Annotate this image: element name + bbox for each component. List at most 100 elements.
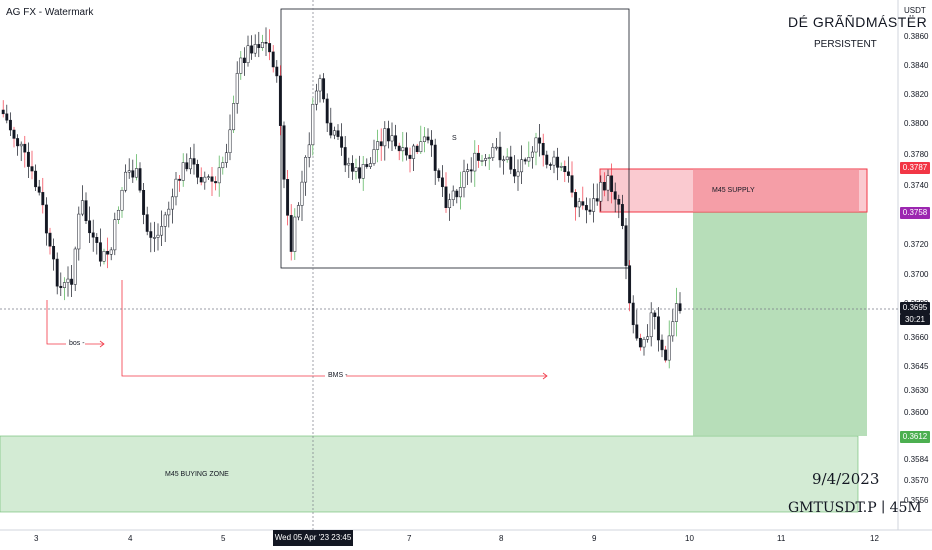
- candle-body: [196, 164, 200, 178]
- candle-body: [304, 157, 308, 183]
- candle-body: [271, 51, 275, 68]
- candle-body: [552, 156, 556, 166]
- candle-body: [145, 214, 149, 232]
- candle-body: [5, 113, 9, 121]
- candle-body: [455, 190, 459, 198]
- price-tick-label: 0.3820: [904, 90, 929, 99]
- candle-body: [160, 226, 164, 236]
- candle-body: [239, 57, 243, 74]
- chart-watermark: AG FX - Watermark: [6, 7, 94, 18]
- price-tick-label: 0.3860: [904, 32, 929, 41]
- candle-body: [16, 138, 20, 147]
- price-tick-label: 0.3584: [904, 455, 929, 464]
- candle-body: [109, 249, 113, 255]
- candle-body: [30, 166, 34, 172]
- candle-body: [563, 166, 567, 173]
- candle-body: [26, 151, 30, 167]
- candle-body: [318, 78, 322, 92]
- candle-body: [120, 189, 124, 211]
- candle-body: [253, 44, 257, 54]
- candle-body: [232, 103, 236, 131]
- candle-body: [55, 258, 59, 287]
- brand-title: DÉ GRÃÑDMÁSTËR: [788, 14, 928, 30]
- candle-body: [437, 170, 441, 179]
- range-box: [280, 8, 630, 269]
- candle-body: [98, 242, 102, 262]
- candle-body: [653, 312, 657, 317]
- candle-body: [149, 231, 153, 238]
- candle-body: [426, 136, 430, 141]
- candle-body: [102, 250, 106, 262]
- price-tick-label: 0.3700: [904, 270, 929, 279]
- candle-body: [642, 338, 646, 348]
- candle-body: [278, 75, 282, 126]
- candle-body: [138, 168, 142, 191]
- candle-body: [498, 146, 502, 161]
- candle-body: [415, 145, 419, 153]
- candle-body: [361, 164, 365, 179]
- candle-body: [113, 219, 117, 251]
- candle-body: [523, 159, 527, 162]
- candle-body: [422, 136, 426, 142]
- candle-body: [206, 176, 210, 179]
- candle-body: [242, 57, 246, 64]
- candle-body: [70, 278, 74, 285]
- candle-body: [401, 147, 405, 152]
- candle-body: [412, 145, 416, 159]
- time-tick-label: 3: [34, 534, 39, 543]
- time-tick-label: 4: [128, 534, 133, 543]
- candle-body: [516, 171, 520, 177]
- candle-body: [491, 147, 495, 158]
- candle-body: [433, 144, 437, 171]
- candle-body: [473, 152, 477, 172]
- candle-body: [386, 128, 390, 142]
- price-axis-unit: USDT: [904, 6, 926, 15]
- candle-body: [52, 245, 56, 260]
- candle-body: [628, 265, 632, 304]
- candle-body: [332, 130, 336, 136]
- candle-body: [527, 157, 531, 162]
- candle-body: [347, 163, 351, 166]
- candle-body: [210, 176, 214, 182]
- time-cursor-label: Wed 05 Apr '23 23:45: [273, 530, 353, 546]
- candle-body: [329, 122, 333, 136]
- buying-zone-rect: [0, 435, 859, 513]
- candle-body: [509, 156, 513, 170]
- candle-body: [340, 136, 344, 148]
- candle-body: [566, 171, 570, 176]
- time-tick-label: 8: [499, 534, 504, 543]
- candle-body: [246, 45, 250, 64]
- candle-body: [620, 204, 624, 226]
- candle-body: [167, 208, 171, 216]
- last-price-tag: 0.3695: [900, 302, 930, 314]
- candle-body: [48, 232, 52, 247]
- candle-body: [37, 186, 41, 193]
- candle-body: [487, 157, 491, 159]
- candle-body: [559, 166, 563, 168]
- candle-body: [638, 337, 642, 348]
- supply-zone-label: M45 SUPPLY: [712, 187, 755, 194]
- candle-body: [574, 192, 578, 208]
- candle-body: [610, 175, 614, 192]
- candle-body: [358, 167, 362, 179]
- candle-body: [217, 167, 221, 184]
- time-tick-label: 5: [221, 534, 226, 543]
- candle-body: [440, 177, 444, 188]
- supply-zone-inner: [693, 169, 859, 212]
- time-tick-label: 10: [685, 534, 694, 543]
- candle-body: [613, 191, 617, 200]
- candle-body: [311, 103, 315, 146]
- candle-body: [584, 205, 588, 211]
- candle-body: [577, 201, 581, 208]
- candle-body: [91, 232, 95, 238]
- time-tick-label: 7: [407, 534, 412, 543]
- symbol-watermark: GMTUSDT.P ∣ 45M: [788, 500, 922, 516]
- candle-body: [545, 154, 549, 165]
- candle-body: [127, 170, 131, 173]
- candle-body: [163, 214, 167, 227]
- candle-body: [602, 181, 606, 191]
- candle-body: [224, 152, 228, 163]
- candle-body: [8, 119, 12, 131]
- bos-label: bos -: [69, 340, 85, 347]
